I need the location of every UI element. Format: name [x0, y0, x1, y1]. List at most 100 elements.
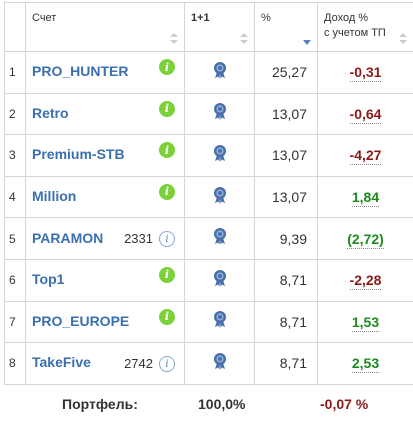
pct-value: 13,07 [254, 134, 318, 177]
table-row: 6 Top1 i 8,71 -2,28 [4, 258, 413, 302]
income-value[interactable]: -0,64 [349, 105, 382, 124]
medal-ribbon-icon[interactable] [212, 352, 228, 374]
account-cell: PRO_HUNTER i [25, 51, 185, 94]
medal-cell [184, 92, 255, 136]
account-link[interactable]: PRO_EUROPE [32, 312, 130, 329]
pct-value: 8,71 [254, 342, 318, 385]
medal-ribbon-icon[interactable] [212, 103, 228, 124]
pct-value: 8,71 [254, 300, 318, 344]
sort-desc-icon[interactable] [303, 33, 311, 45]
income-value[interactable]: 2,53 [351, 355, 380, 374]
info-outline-icon[interactable]: i [159, 231, 175, 248]
income-value[interactable]: -2,28 [349, 272, 382, 291]
sort-arrows-icon[interactable] [240, 33, 248, 45]
account-cell: Premium-STB i [25, 134, 185, 177]
income-cell: (2,72) [317, 217, 413, 260]
table-row: 7 PRO_EUROPE i 8,71 1,53 [4, 300, 413, 344]
income-value[interactable]: -0,31 [349, 64, 382, 83]
medal-cell [184, 217, 255, 260]
account-cell: PARAMON 2331 i [25, 217, 185, 260]
account-code: 2331 [124, 231, 153, 247]
table-header-row: Счет 1+1 % Доход % с учетом ТП [4, 2, 413, 52]
account-link[interactable]: Top1 [32, 271, 65, 288]
info-green-icon[interactable]: i [159, 308, 175, 325]
medal-cell [184, 258, 255, 302]
row-number: 6 [4, 258, 26, 302]
medal-cell [184, 342, 255, 385]
account-link[interactable]: Million [32, 188, 77, 205]
header-income-line2: с учетом ТП [324, 27, 386, 39]
table-body: 1 PRO_HUNTER i 25,27 -0,31 2 Retro i 13,07 -0,64 3… [4, 51, 413, 385]
portfolio-table: Счет 1+1 % Доход % с учетом ТП 1 PRO_HUNT… [4, 2, 413, 385]
info-green-icon[interactable]: i [159, 142, 175, 159]
medal-ribbon-icon[interactable] [212, 228, 228, 249]
row-number: 1 [4, 51, 26, 94]
pct-value: 25,27 [254, 51, 318, 94]
account-link[interactable]: PRO_HUNTER [32, 63, 129, 80]
medal-cell [184, 51, 255, 94]
sort-arrows-icon[interactable] [399, 33, 407, 45]
account-cell: PRO_EUROPE i [25, 300, 185, 344]
medal-ribbon-icon[interactable] [212, 144, 228, 166]
table-row: 3 Premium-STB i 13,07 -4,27 [4, 134, 413, 177]
account-cell: Top1 i [25, 258, 185, 302]
row-number: 8 [4, 342, 26, 385]
income-value[interactable]: 1,84 [351, 189, 380, 208]
portfolio-label: Портфель: [62, 396, 138, 412]
row-number: 4 [4, 175, 26, 219]
income-cell: -2,28 [317, 258, 413, 302]
medal-ribbon-icon[interactable] [212, 61, 228, 83]
pct-value: 13,07 [254, 92, 318, 136]
header-pct-label: % [261, 12, 271, 24]
account-link[interactable]: PARAMON [32, 229, 104, 246]
row-number: 2 [4, 92, 26, 136]
account-cell: Retro i [25, 92, 185, 136]
income-value[interactable]: -4,27 [349, 147, 382, 166]
account-link[interactable]: Retro [32, 104, 69, 121]
account-link[interactable]: TakeFive [32, 354, 91, 371]
account-cell: Million i [25, 175, 185, 219]
row-number: 7 [4, 300, 26, 344]
table-row: 5 PARAMON 2331 i 9,39 (2,72) [4, 217, 413, 260]
header-pct[interactable]: % [254, 2, 318, 52]
medal-cell [184, 134, 255, 177]
row-number: 3 [4, 134, 26, 177]
medal-cell [184, 175, 255, 219]
sort-arrows-icon[interactable] [170, 33, 178, 45]
header-income-line1: Доход % [324, 12, 369, 24]
table-row: 1 PRO_HUNTER i 25,27 -0,31 [4, 51, 413, 94]
table-row: 2 Retro i 13,07 -0,64 [4, 92, 413, 136]
pct-value: 9,39 [254, 217, 318, 260]
medal-ribbon-icon[interactable] [212, 311, 228, 332]
header-num [4, 2, 26, 52]
info-green-icon[interactable]: i [159, 266, 175, 283]
header-account-label: Счет [32, 12, 57, 24]
info-green-icon[interactable]: i [159, 183, 175, 200]
info-outline-icon[interactable]: i [159, 356, 175, 373]
portfolio-footer: Портфель: 100,0% -0,07 % [0, 394, 413, 416]
table-row: 8 TakeFive 2742 i 8,71 2,53 [4, 342, 413, 385]
account-code: 2742 [124, 356, 153, 372]
income-value[interactable]: (2,72) [347, 230, 384, 249]
info-green-icon[interactable]: i [159, 100, 175, 117]
header-account[interactable]: Счет [25, 2, 185, 52]
account-cell: TakeFive 2742 i [25, 342, 185, 385]
income-cell: -0,64 [317, 92, 413, 136]
row-number: 5 [4, 217, 26, 260]
header-medal[interactable]: 1+1 [184, 2, 255, 52]
portfolio-total-pct: 100,0% [198, 396, 246, 412]
pct-value: 8,71 [254, 258, 318, 302]
income-value[interactable]: 1,53 [351, 313, 380, 332]
info-green-icon[interactable]: i [159, 59, 175, 75]
table-row: 4 Million i 13,07 1,84 [4, 175, 413, 219]
portfolio-income: -0,07 % [320, 396, 369, 412]
medal-ribbon-icon[interactable] [212, 269, 228, 291]
account-link[interactable]: Premium-STB [32, 146, 125, 163]
income-cell: -0,31 [317, 51, 413, 94]
income-cell: 1,84 [317, 175, 413, 219]
header-medal-label: 1+1 [191, 12, 210, 24]
header-income[interactable]: Доход % с учетом ТП [317, 2, 413, 52]
income-cell: -4,27 [317, 134, 413, 177]
pct-value: 13,07 [254, 175, 318, 219]
medal-ribbon-icon[interactable] [212, 186, 228, 208]
